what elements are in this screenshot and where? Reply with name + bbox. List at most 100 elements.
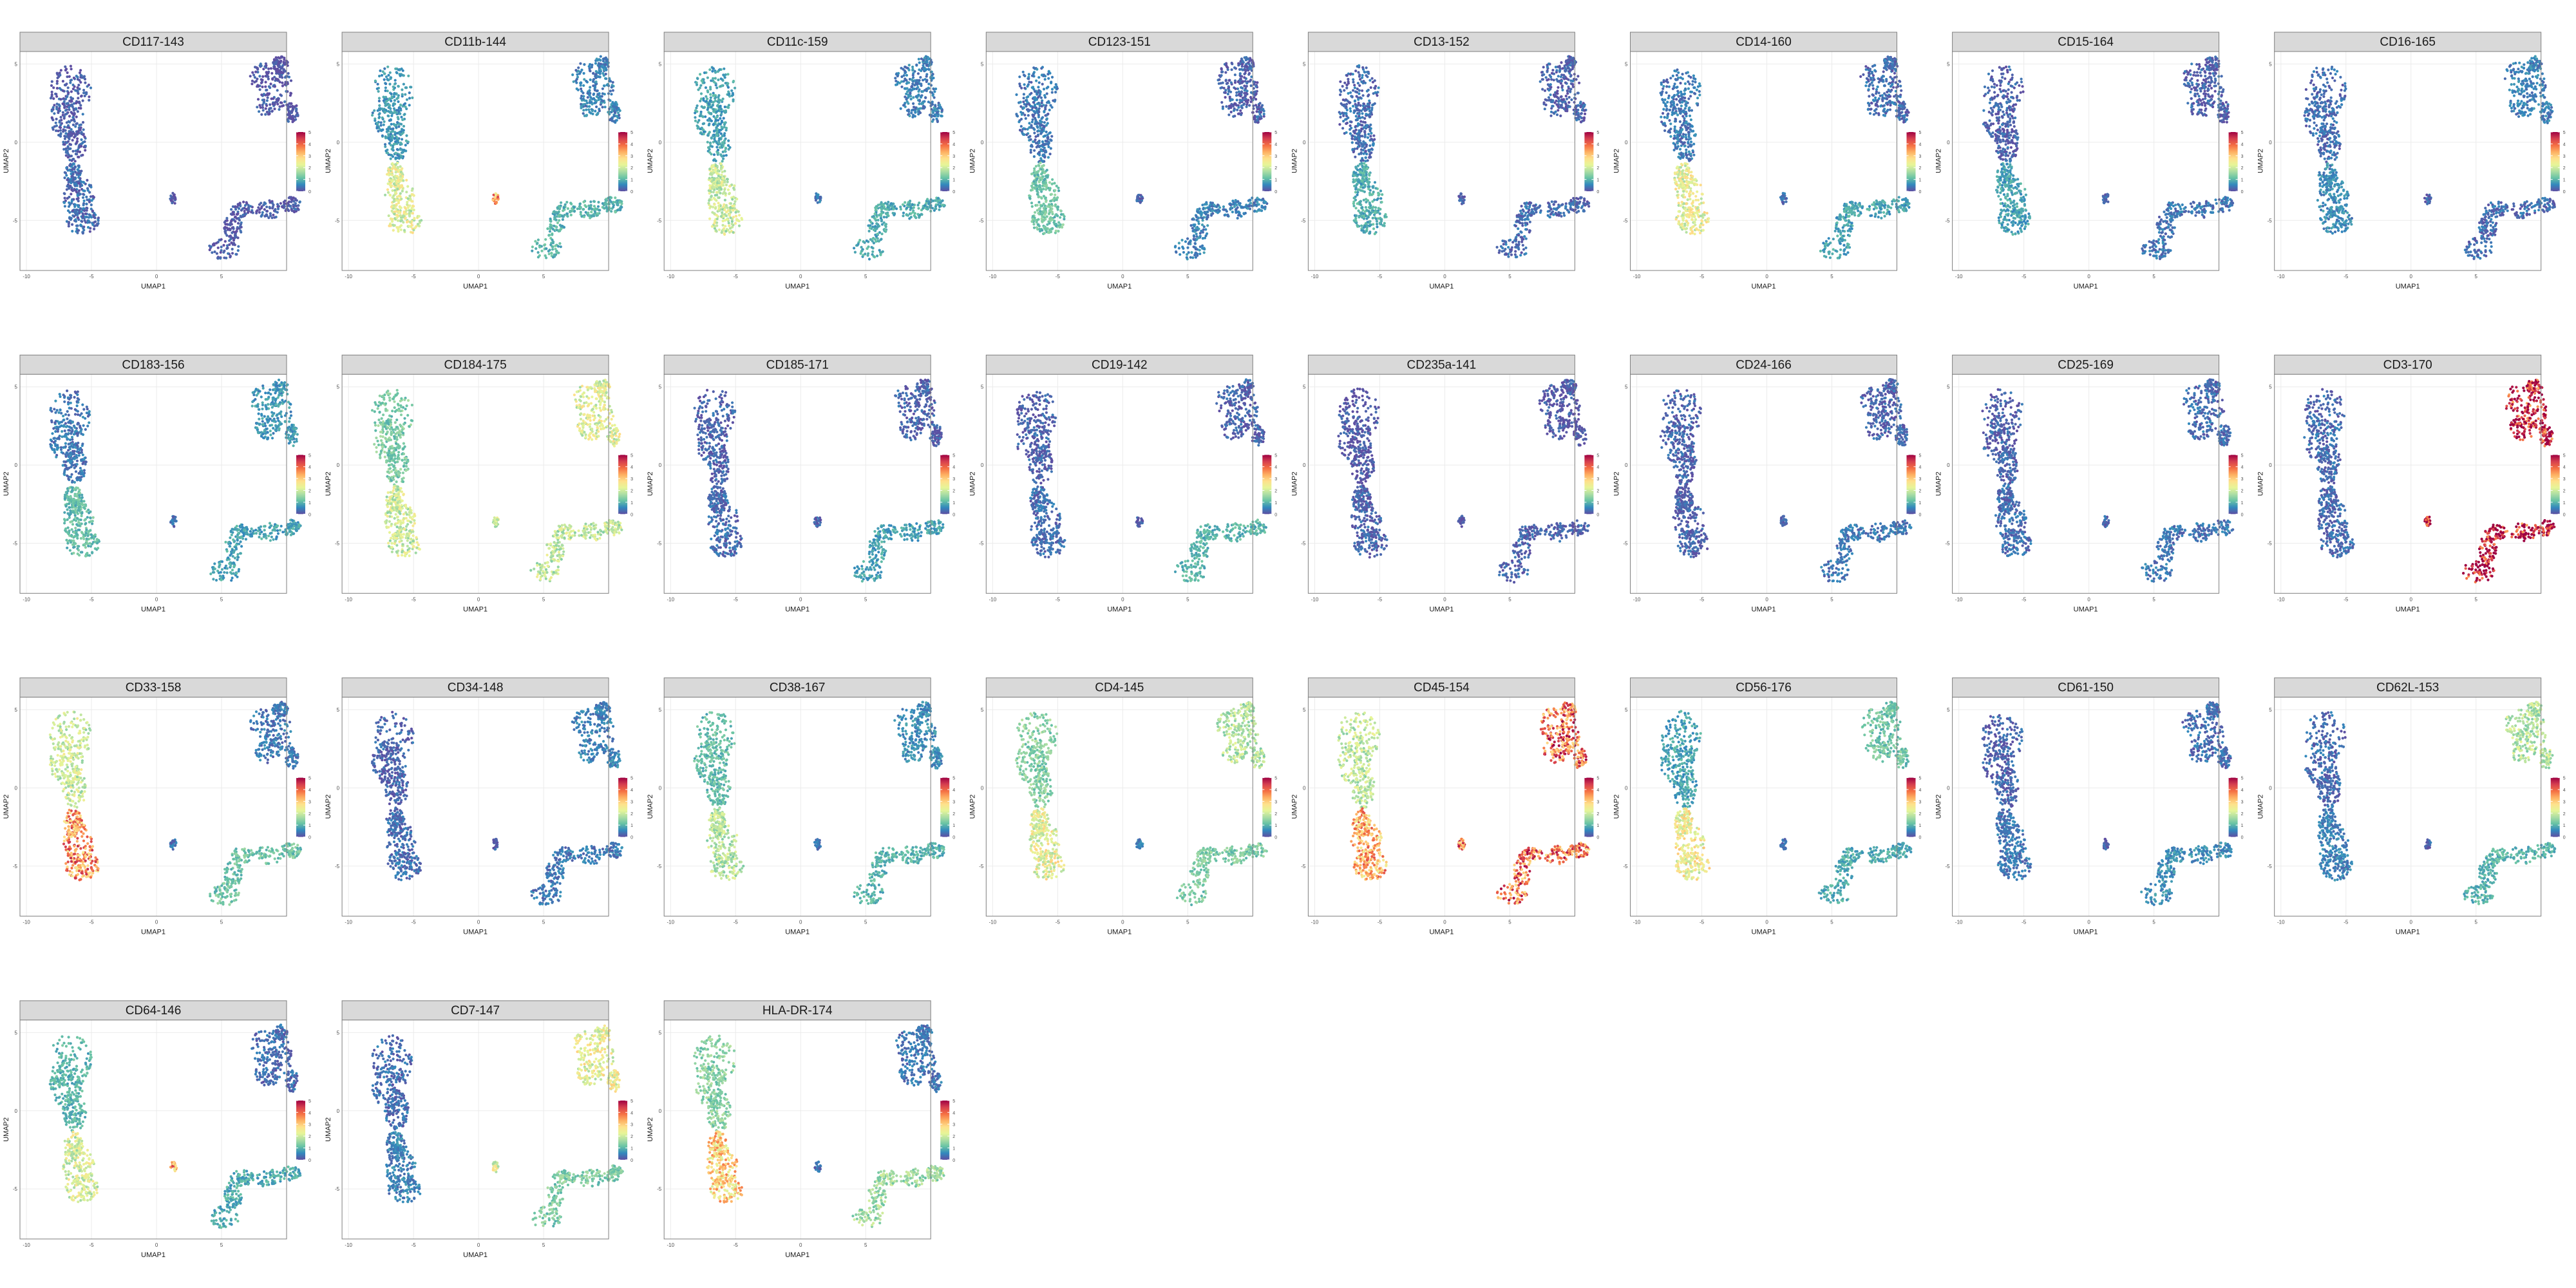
cell-point (87, 226, 90, 229)
cell-point (705, 100, 708, 102)
cell-point (63, 117, 66, 120)
cell-point (236, 217, 238, 220)
cell-point (294, 118, 297, 120)
cell-point (392, 229, 395, 232)
cell-point (276, 103, 279, 106)
cell-point (384, 82, 387, 85)
legend-tick-label: 4 (308, 142, 311, 147)
legend-tick-label: 2 (308, 166, 311, 171)
cell-point (419, 222, 421, 224)
cell-point (268, 112, 270, 115)
cell-point (216, 252, 218, 255)
cell-point (383, 68, 386, 70)
cell-point (384, 101, 386, 104)
cell-point (398, 157, 401, 160)
cell-point (410, 86, 412, 88)
cell-point (398, 169, 401, 171)
cell-point (295, 104, 298, 107)
cell-point (283, 100, 286, 103)
cell-point (388, 83, 391, 86)
cell-point (393, 143, 396, 146)
cell-point (82, 202, 85, 205)
cell-point (294, 208, 297, 211)
cell-point (259, 64, 261, 67)
cell-point (378, 116, 381, 118)
cell-point (592, 78, 595, 80)
cell-point (723, 170, 726, 173)
cell-point (402, 83, 405, 86)
cell-point (392, 207, 395, 210)
cell-point (384, 146, 386, 148)
cell-point (65, 167, 68, 169)
cell-point (557, 252, 560, 254)
cell-point (273, 66, 276, 68)
cell-point (213, 251, 216, 253)
cell-point (390, 111, 393, 113)
cell-point (555, 219, 558, 222)
cell-point (68, 115, 71, 117)
cell-point (236, 236, 239, 239)
cell-point (396, 139, 399, 142)
cell-point (267, 216, 270, 219)
cell-point (706, 141, 709, 144)
cell-point (270, 97, 273, 100)
cell-point (722, 73, 724, 76)
cell-point (81, 154, 84, 156)
cell-point (82, 231, 84, 234)
cell-point (394, 156, 397, 159)
cell-point (269, 108, 271, 110)
cell-point (388, 97, 391, 100)
cell-point (287, 72, 290, 75)
cell-point (705, 95, 707, 98)
cell-point (76, 76, 79, 79)
cell-point (573, 80, 575, 83)
cell-point (558, 230, 560, 232)
cell-point (258, 211, 261, 214)
cell-point (76, 198, 79, 200)
cell-point (409, 198, 412, 200)
cell-point (396, 196, 399, 198)
cell-point (395, 111, 398, 114)
cell-point (220, 245, 223, 248)
cell-point (608, 196, 611, 199)
cell-point (544, 243, 546, 246)
cell-point (732, 99, 735, 101)
cell-point (398, 211, 401, 214)
cell-point (715, 118, 717, 121)
cell-point (397, 126, 400, 128)
cell-point (594, 109, 596, 112)
cell-point (566, 215, 569, 218)
cell-point (611, 101, 614, 104)
cell-point (220, 238, 223, 241)
cell-point (395, 126, 397, 129)
cell-point (231, 231, 233, 234)
x-tick-label: 5 (542, 274, 545, 279)
legend-tick-label: 1 (630, 178, 633, 183)
cell-point (171, 192, 174, 194)
cell-point (713, 94, 715, 97)
cell-point (254, 76, 256, 79)
cell-point (255, 210, 258, 213)
cell-point (598, 92, 601, 95)
cell-point (594, 62, 597, 64)
cell-point (260, 207, 263, 209)
cell-point (394, 79, 397, 82)
cell-point (396, 214, 399, 216)
cell-point (700, 92, 703, 95)
cell-point (215, 242, 218, 244)
cell-point (402, 179, 404, 182)
cell-point (260, 215, 263, 218)
cell-point (64, 197, 66, 200)
cell-point (557, 245, 560, 247)
cell-point (577, 66, 580, 69)
cell-point (552, 242, 554, 244)
cell-point (727, 93, 730, 96)
cell-point (383, 72, 386, 75)
cell-point (73, 163, 75, 166)
cell-point (271, 109, 274, 112)
cell-point (88, 84, 90, 86)
cell-point (718, 137, 721, 140)
cell-point (593, 200, 596, 203)
cell-point (580, 84, 582, 87)
cell-point (717, 70, 719, 73)
